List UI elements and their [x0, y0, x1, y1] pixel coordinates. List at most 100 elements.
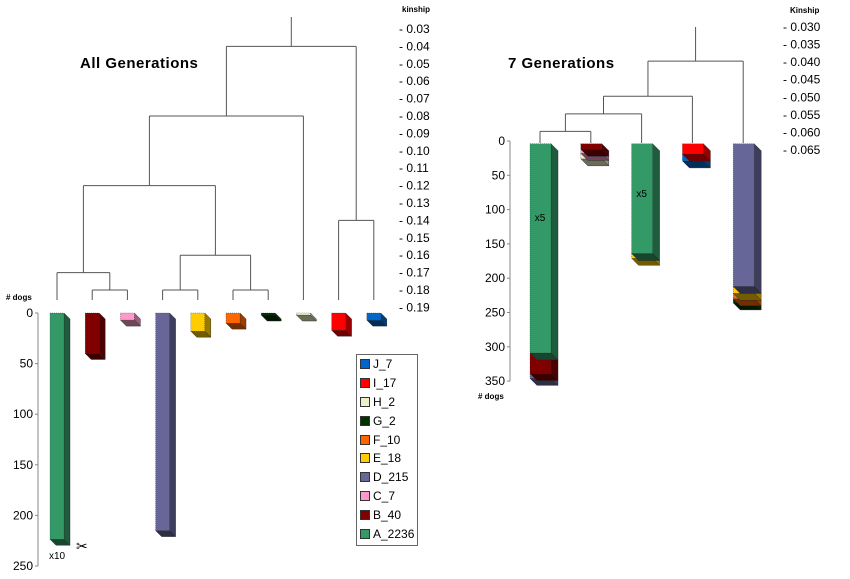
bar-f [225, 312, 241, 324]
left-kinship-tick: - 0.18 [399, 283, 430, 297]
legend-label: H_2 [373, 394, 396, 409]
legend-swatch [360, 528, 370, 539]
left-kinship-tick: - 0.14 [399, 213, 430, 227]
legend-item-i: I_17 [357, 374, 417, 393]
legend-label: F_10 [373, 432, 401, 447]
left-kinship-tick: - 0.07 [399, 92, 430, 106]
legend-label: G_2 [373, 413, 396, 428]
legend-item-c: C_7 [357, 487, 417, 506]
legend-swatch [360, 472, 370, 483]
right-y-tick-label: 0 [498, 134, 505, 148]
right-y-tick-label: 100 [485, 203, 505, 217]
bar-j [366, 312, 381, 321]
left-y-tick-label: 250 [13, 559, 33, 573]
legend-item-f: F_10 [357, 430, 417, 449]
legend-swatch [360, 509, 370, 520]
legend-item-b: B_40 [357, 505, 417, 524]
stack-2-segment-b [580, 143, 602, 150]
bar-b [84, 312, 100, 354]
bar-d-side [169, 312, 176, 538]
left-y-tick-label: 150 [13, 458, 33, 472]
bar-h [296, 312, 311, 316]
left-kinship-tick: - 0.13 [399, 196, 430, 210]
left-y-tick-label: 50 [20, 357, 34, 371]
left-kinship-tick: - 0.09 [399, 126, 430, 140]
legend-label: A_2236 [373, 526, 415, 541]
left-kinship-tick: - 0.08 [399, 109, 430, 123]
legend-swatch [360, 378, 370, 389]
stack-1-segment-a [529, 143, 552, 354]
left-kinship-tick: - 0.17 [399, 266, 430, 280]
stack-3-segment-a [631, 143, 653, 254]
stack-1-segment-a-side [550, 143, 559, 361]
right-kinship-tick: - 0.040 [783, 55, 821, 69]
legend-item-j: J_7 [357, 355, 417, 374]
left-kinship-tick: - 0.10 [399, 144, 430, 158]
scissors-icon: ✂ [76, 538, 88, 554]
left-kinship-tick: - 0.15 [399, 231, 430, 245]
left-y-tick-label: 200 [13, 508, 33, 522]
right-kinship-tick: - 0.055 [783, 108, 821, 122]
right-y-tick-label: 300 [485, 340, 505, 354]
bar-e [190, 312, 206, 332]
left-chart-title: All Generations [80, 55, 198, 72]
legend-item-h: H_2 [357, 393, 417, 412]
right-y-tick-label: 250 [485, 306, 505, 320]
right-y-tick-label: 200 [485, 271, 505, 285]
legend-label: D_215 [373, 470, 409, 485]
bar-a-side [63, 312, 71, 546]
left-y-tick-label: 0 [26, 306, 33, 320]
legend-item-e: E_18 [357, 449, 417, 468]
legend-swatch [360, 359, 370, 370]
legend-label: C_7 [373, 488, 396, 503]
stack-3-annotation: x5 [636, 189, 647, 200]
legend-item-a: A_2236 [357, 524, 417, 543]
left-ylabel: # dogs [6, 293, 32, 302]
legend-swatch [360, 453, 370, 464]
left-kinship-tick: - 0.11 [399, 161, 429, 175]
right-kinship-tick: - 0.045 [783, 73, 821, 87]
right-ylabel: # dogs [478, 392, 504, 401]
legend-item-g: G_2 [357, 411, 417, 430]
bar-d [155, 312, 170, 531]
stack-4-segment-i [682, 143, 704, 155]
left-kinship-tick: - 0.19 [399, 300, 430, 314]
right-kinship-tick: - 0.065 [783, 143, 821, 157]
left-kinship-label: kinship [402, 5, 430, 14]
right-kinship-label: Kinship [790, 6, 819, 15]
legend-swatch [360, 415, 370, 426]
legend-swatch [360, 434, 370, 445]
bar-a-annotation: x10 [49, 551, 66, 562]
left-kinship-tick: - 0.03 [399, 22, 430, 36]
right-kinship-tick: - 0.060 [783, 125, 821, 139]
legend-swatch [360, 490, 370, 501]
bar-c [120, 312, 135, 321]
bar-b-side [98, 312, 106, 360]
stack-5-segment-d-side [754, 143, 762, 294]
legend-label: B_40 [373, 507, 402, 522]
left-kinship-tick: - 0.05 [399, 57, 430, 71]
legend-label: E_18 [373, 451, 402, 466]
stack-1-annotation: x5 [535, 213, 546, 224]
right-kinship-tick: - 0.030 [783, 20, 821, 34]
bar-a [49, 312, 65, 540]
legend-swatch [360, 396, 370, 407]
legend-label: J_7 [373, 357, 393, 372]
stack-3-segment-a-side [652, 143, 660, 261]
right-y-tick-label: 50 [492, 168, 506, 182]
right-kinship-tick: - 0.050 [783, 90, 821, 104]
left-y-tick-label: 100 [13, 407, 33, 421]
stack-5-segment-d [733, 143, 755, 287]
right-chart-title: 7 Generations [508, 55, 615, 72]
legend: J_7 I_17 H_2 G_2 F_10 E_18 D_215 C_7 B_40 A_2236 [356, 354, 418, 546]
bar-i [331, 312, 346, 331]
left-kinship-tick: - 0.06 [399, 74, 430, 88]
left-kinship-tick: - 0.04 [399, 39, 430, 53]
right-kinship-tick: - 0.035 [783, 38, 821, 52]
left-kinship-tick: - 0.12 [399, 179, 430, 193]
right-y-tick-label: 350 [485, 374, 505, 388]
right-y-tick-label: 150 [485, 237, 505, 251]
left-kinship-tick: - 0.16 [399, 248, 430, 262]
legend-label: I_17 [373, 376, 397, 391]
bar-g [261, 312, 276, 316]
